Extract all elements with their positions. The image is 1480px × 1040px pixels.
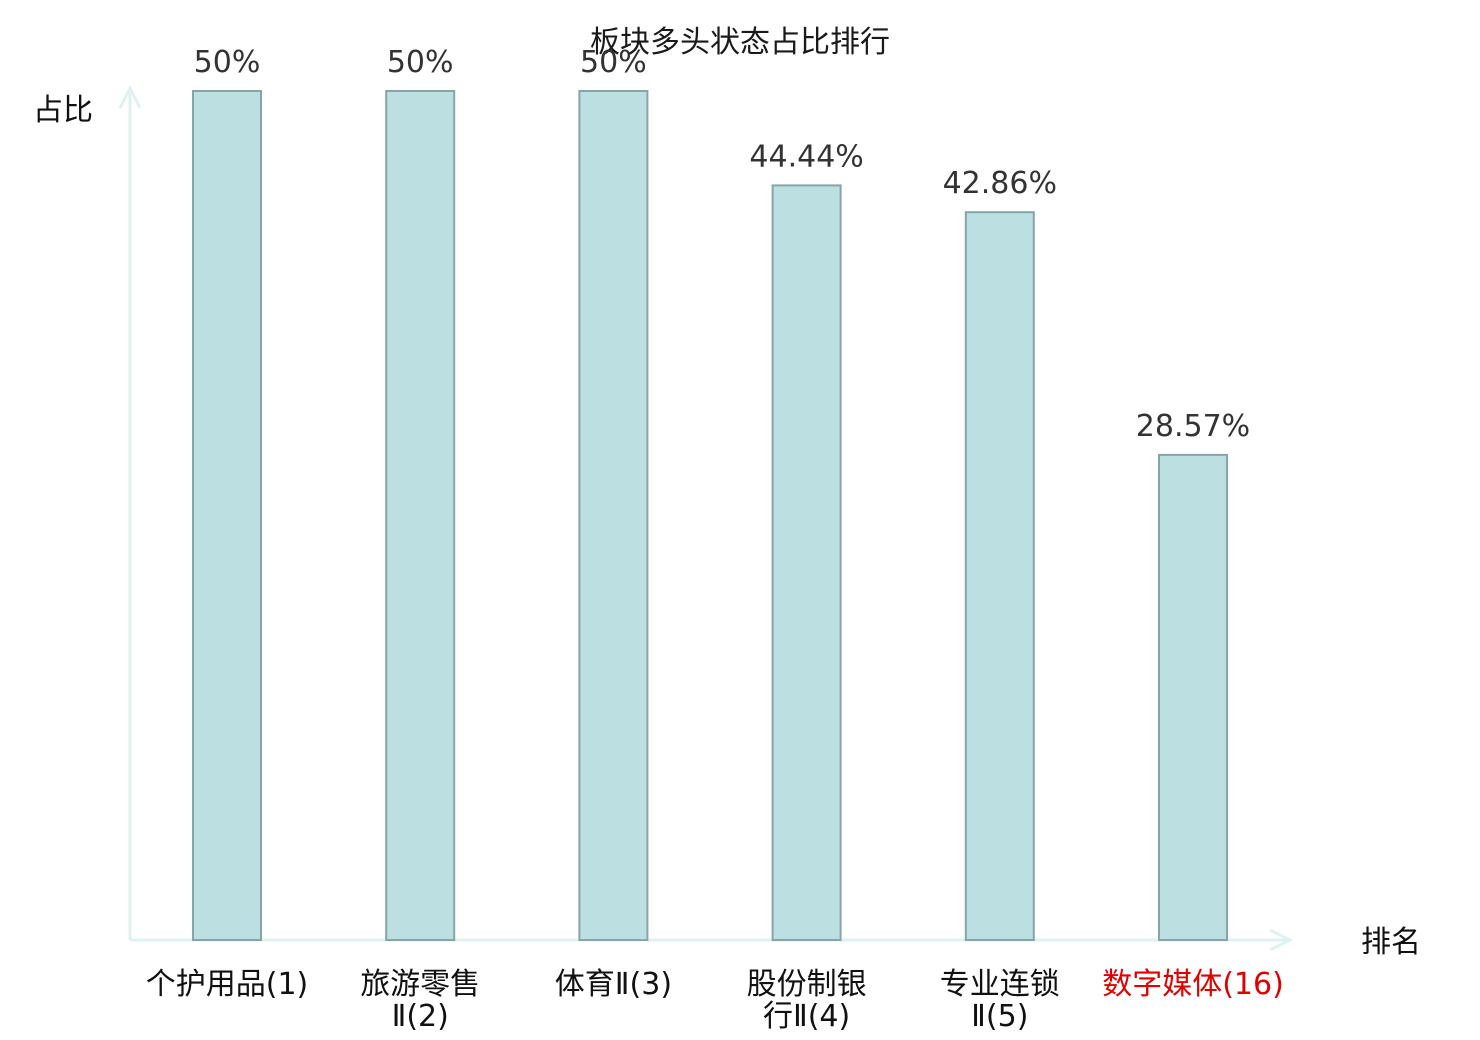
category-label-2: 旅游零售 Ⅱ(2) [360, 967, 480, 1034]
bar-1 [192, 90, 262, 941]
category-label-line: 行Ⅱ(4) [763, 999, 850, 1034]
category-label-4: 股份制银行Ⅱ(4) [747, 967, 867, 1034]
category-label-line: 个护用品(1) [146, 967, 309, 1002]
axes [118, 84, 1294, 952]
category-label-line: Ⅱ(5) [971, 999, 1028, 1034]
value-label-1: 50% [194, 45, 261, 80]
category-label-3: 体育Ⅱ(3) [555, 967, 672, 1002]
category-label-line: 体育Ⅱ(3) [555, 967, 672, 1002]
x-axis-arrow [1269, 928, 1294, 952]
category-labels-group: 个护用品(1) 旅游零售 Ⅱ(2) 体育Ⅱ(3) 股份制银行Ⅱ(4) 专业连锁 Ⅱ(5) 数字… [146, 967, 1284, 1034]
y-axis-title: 占比 [33, 93, 93, 128]
x-axis-title: 排名 [1361, 925, 1421, 960]
value-labels-group: 50% 50% 50% 44.44% 42.86% 28.57% [194, 45, 1251, 444]
category-label-line: Ⅱ(2) [392, 999, 449, 1034]
y-axis-arrow [118, 84, 142, 109]
bars-group [192, 90, 1228, 941]
category-label-line: 专业连锁 [940, 967, 1060, 1002]
chart-title: 板块多头状态占比排行 [590, 25, 890, 60]
category-label-6: 数字媒体(16) [1102, 967, 1284, 1002]
bar-4 [771, 184, 842, 941]
category-label-1: 个护用品(1) [146, 967, 309, 1002]
bar-2 [385, 90, 456, 941]
value-label-4: 44.44% [749, 139, 863, 174]
bar-5 [964, 211, 1035, 941]
value-label-3: 50% [580, 45, 647, 80]
bar-6 [1158, 453, 1228, 941]
value-label-6: 28.57% [1136, 409, 1250, 444]
category-label-line: 旅游零售 [360, 967, 480, 1002]
value-label-5: 42.86% [943, 166, 1057, 201]
category-label-5: 专业连锁 Ⅱ(5) [940, 967, 1060, 1034]
value-label-2: 50% [387, 45, 454, 80]
category-label-line: 数字媒体(16) [1102, 967, 1284, 1002]
category-label-line: 股份制银 [747, 967, 867, 1002]
bar-3 [578, 90, 649, 941]
